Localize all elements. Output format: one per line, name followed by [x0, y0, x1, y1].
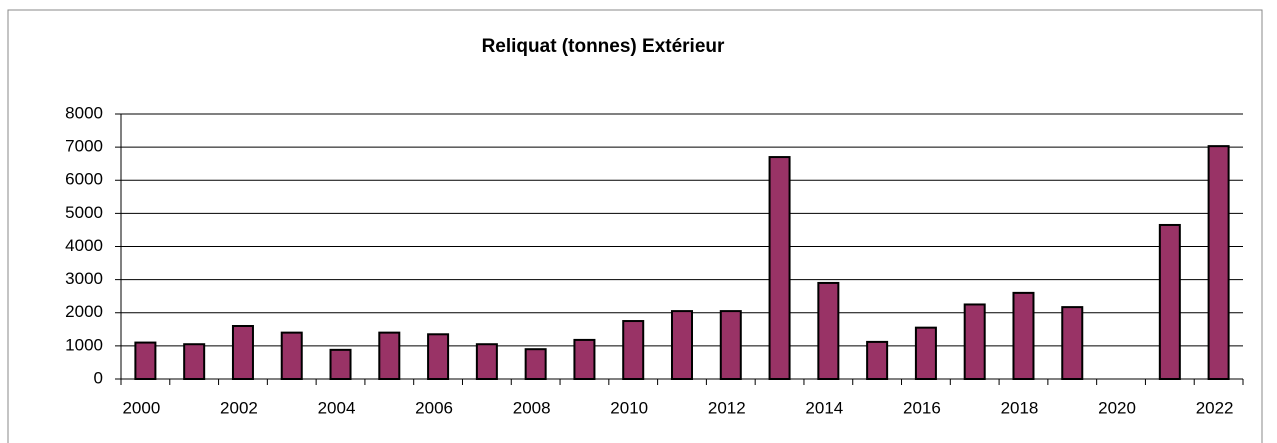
bar [866, 340, 889, 380]
x-tick-label: 2022 [1196, 398, 1234, 417]
bar [622, 320, 645, 380]
x-tick-label: 2010 [610, 398, 648, 417]
y-tick-label: 2000 [65, 302, 103, 321]
y-tick-label: 6000 [65, 170, 103, 189]
x-tick-label: 2018 [1001, 398, 1039, 417]
bar [280, 331, 303, 380]
bar [1012, 291, 1035, 380]
x-tick-label: 2020 [1098, 398, 1136, 417]
x-tick-label: 2000 [122, 398, 160, 417]
bar [1158, 223, 1181, 380]
bar [719, 310, 742, 380]
x-tick-label: 2006 [415, 398, 453, 417]
y-tick-label: 7000 [65, 137, 103, 156]
bar [1061, 306, 1084, 380]
x-tick-label: 2008 [513, 398, 551, 417]
x-tick-label: 2012 [708, 398, 746, 417]
x-tick-label: 2014 [805, 398, 843, 417]
bar [183, 343, 206, 380]
bar [378, 331, 401, 380]
bar [963, 303, 986, 380]
y-tick-label: 0 [94, 368, 103, 387]
bar [329, 348, 352, 381]
bar [768, 156, 791, 380]
bar [573, 338, 596, 381]
bar [524, 348, 547, 380]
bar [671, 310, 693, 380]
x-tick-label: 2002 [220, 398, 258, 417]
bar [475, 343, 498, 380]
y-tick-label: 8000 [65, 103, 103, 122]
x-tick-label: 2004 [318, 398, 356, 417]
x-tick-label: 2016 [903, 398, 941, 417]
bar [914, 326, 937, 380]
y-tick-label: 3000 [65, 269, 103, 288]
y-tick-label: 4000 [65, 236, 103, 255]
y-tick-label: 5000 [65, 203, 103, 222]
bar [134, 341, 157, 380]
chart-title: Reliquat (tonnes) Extérieur [482, 36, 725, 57]
bar [1207, 145, 1230, 380]
y-tick-label: 1000 [65, 335, 103, 354]
bar [427, 333, 450, 380]
bar [817, 281, 840, 380]
bar [231, 325, 254, 380]
